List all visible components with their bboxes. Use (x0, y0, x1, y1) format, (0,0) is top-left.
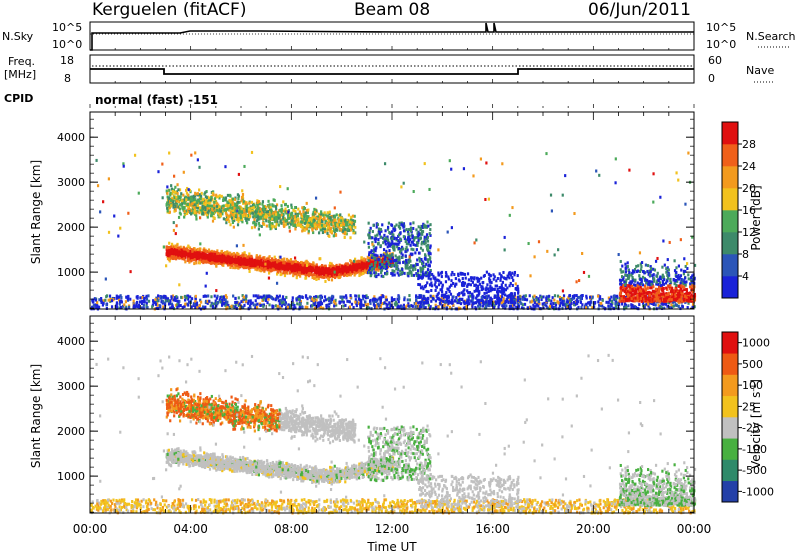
colorbar-tick-label: 28 (742, 138, 756, 151)
colorbar-tick-label: 1000 (742, 337, 770, 350)
freq-label-2: [MHz] (4, 68, 36, 81)
y-tick-label: 3000 (57, 380, 85, 393)
y-tick-label: 1000 (57, 266, 85, 279)
colorbar-swatch (722, 144, 738, 167)
colorbar-swatch (722, 254, 738, 277)
sky-label: N.Sky (2, 30, 34, 43)
velocity-colorbar: 1000 500 100 25 -25 -100 -500 -1000 (721, 331, 774, 503)
colorbar-tick-label: 24 (742, 160, 756, 173)
power-ylabel: Slant Range [km] (29, 160, 43, 264)
colorbar-swatch (722, 188, 738, 211)
frequency-panel: Freq. [MHz] 18 8 60 0 Nave (4, 54, 774, 85)
colorbar-swatch (722, 459, 738, 482)
colorbar-swatch (722, 395, 738, 418)
colorbar-swatch (722, 232, 738, 255)
x-tick-label: 12:00 (375, 522, 410, 536)
colorbar-tick-label: 4 (742, 270, 749, 283)
y-tick-label: 4000 (57, 335, 85, 348)
cpid-value: normal (fast) -151 (95, 93, 218, 107)
search-label: N.Search (746, 30, 796, 43)
nave-tick-high: 60 (708, 54, 722, 67)
y-tick-label: 4000 (57, 131, 85, 144)
freq-label-1: Freq. (8, 55, 35, 68)
date-title: 06/Jun/2011 (588, 0, 691, 20)
velocity-colorbar-label: Velocity [m s-1] (749, 379, 764, 469)
nave-label: Nave (746, 64, 774, 77)
power-colorbar: 4 8 12 16 20 24 28 (721, 121, 756, 299)
colorbar-swatch (722, 438, 738, 460)
colorbar-swatch (722, 122, 738, 145)
power-panel: 1000 2000 3000 4000 Slant Range [km] (29, 46, 697, 311)
x-tick-label: 20:00 (576, 522, 611, 536)
search-tick-high: 10^5 (706, 21, 736, 34)
cpid-label: CPID (4, 92, 33, 105)
x-tick-label: 04:00 (173, 522, 208, 536)
colorbar-tick-label: 8 (742, 248, 749, 261)
colorbar-tick-label: -1000 (742, 485, 774, 498)
colorbar-swatch (722, 166, 738, 189)
search-tick-low: 10^0 (706, 38, 736, 51)
colorbar-swatch (722, 417, 738, 439)
colorbar-tick-label: 20 (742, 182, 756, 195)
x-tick-label: 00:00 (677, 522, 712, 536)
x-tick-label: 00:00 (73, 522, 108, 536)
sky-tick-low: 10^0 (52, 38, 82, 51)
colorbar-tick-label: 500 (742, 358, 763, 371)
power-scatter-data (90, 150, 697, 311)
beam-title: Beam 08 (354, 0, 431, 20)
colorbar-tick-label: -500 (742, 464, 767, 477)
colorbar-swatch (722, 480, 738, 503)
freq-tick-high: 18 (60, 54, 74, 67)
colorbar-tick-label: 25 (742, 400, 756, 413)
station-title: Kerguelen (fitACF) (92, 0, 247, 20)
power-colorbar-label: Power [dB] (749, 185, 763, 250)
colorbar-tick-label: 12 (742, 226, 756, 239)
colorbar-swatch (722, 332, 738, 354)
sky-noise-panel: N.Sky 10^5 10^0 10^5 10^0 N.Search (2, 21, 796, 51)
colorbar-swatch (722, 353, 738, 375)
x-axis-title: Time UT (366, 540, 417, 554)
y-tick-label: 2000 (57, 221, 85, 234)
colorbar-swatch (722, 276, 738, 299)
sky-noise-line (90, 22, 694, 51)
colorbar-swatch (722, 374, 738, 397)
y-tick-label: 2000 (57, 425, 85, 438)
frequency-line (90, 68, 694, 75)
velocity-scatter-data (90, 353, 697, 515)
y-tick-label: 1000 (57, 470, 85, 483)
colorbar-tick-label: 16 (742, 204, 756, 217)
velocity-ylabel: Slant Range [km] (29, 364, 43, 468)
colorbar-tick-label: 100 (742, 379, 763, 392)
colorbar-swatch (722, 210, 738, 233)
x-tick-label: 16:00 (475, 522, 510, 536)
x-tick-label: 08:00 (274, 522, 309, 536)
y-tick-label: 3000 (57, 176, 85, 189)
nave-tick-low: 0 (708, 72, 715, 85)
freq-tick-low: 8 (64, 72, 71, 85)
colorbar-tick-label: -25 (742, 422, 760, 435)
sky-tick-high: 10^5 (52, 21, 82, 34)
velocity-panel: 1000 2000 3000 4000 Slant Range [km] (29, 315, 697, 515)
colorbar-tick-label: -100 (742, 443, 767, 456)
